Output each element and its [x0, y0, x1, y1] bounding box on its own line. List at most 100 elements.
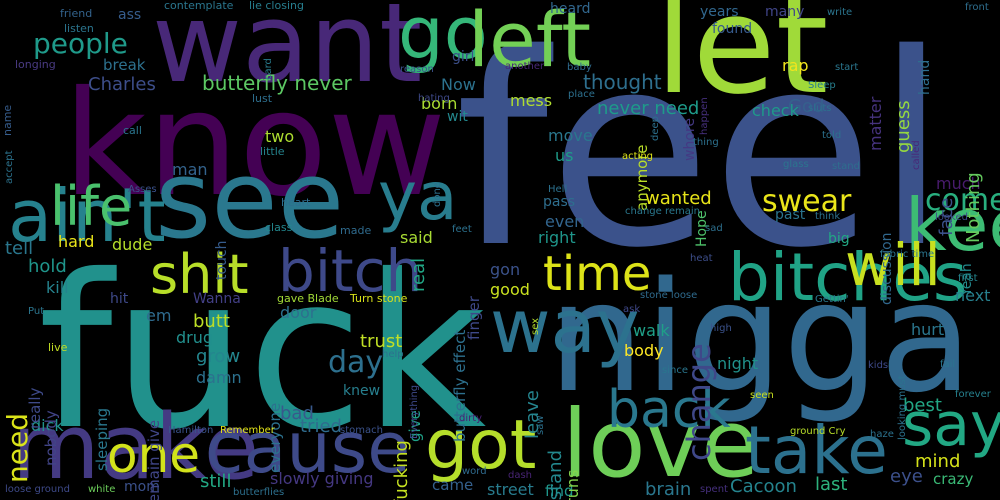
word-butterfly-never: butterfly never [202, 71, 352, 95]
word-still: still [200, 471, 232, 492]
word-past: past [775, 207, 806, 223]
word-make: make [12, 395, 260, 500]
word-thought: thought [583, 70, 662, 94]
word-drug: drug [176, 328, 214, 347]
word-remain-give: remain give [145, 419, 163, 500]
word-come: come [925, 183, 1000, 218]
word-looked: looked [935, 212, 968, 223]
word-acting: acting [622, 151, 654, 162]
word-best: best [903, 395, 942, 416]
word-everybody-runs: Everybody runs [563, 470, 582, 500]
word-first: first [958, 273, 978, 284]
word-real: real [408, 257, 429, 292]
word-wanted: wanted [645, 188, 712, 209]
word-place: place [568, 89, 595, 100]
word-right: right [538, 228, 576, 247]
word-shit: shit [150, 243, 249, 306]
word-much: much [936, 174, 981, 193]
word-knew: knew [343, 383, 381, 399]
word-found: found [712, 21, 753, 37]
word-nothing: Nothing [963, 172, 984, 243]
word-kids: kids [868, 360, 889, 371]
word-done: done [432, 182, 443, 207]
word-call: call [123, 124, 142, 137]
word-find: find [545, 482, 574, 500]
word-told: told [822, 130, 842, 141]
word-finger: finger [465, 296, 483, 340]
word-name: name [1, 104, 14, 136]
word-everyone: everyone [266, 402, 284, 473]
word-hating: hating [418, 93, 450, 104]
word-big: big [828, 231, 850, 247]
word-lie-closing: lie closing [249, 0, 304, 12]
word-body: body [624, 341, 664, 360]
word-friend: friend [60, 7, 93, 20]
word-everything: Everything [409, 384, 420, 439]
word-feet: feet [452, 224, 472, 235]
word-hamilton: Hamilton [168, 425, 214, 436]
word-gettin: Gettin' [815, 294, 849, 305]
word-em: em [146, 306, 172, 325]
word-gon: gon [490, 260, 521, 279]
word-god: God [788, 96, 825, 117]
word-ass: ass [118, 7, 142, 23]
word-dick: dick [31, 416, 64, 435]
word-ground-cry: ground Cry [790, 426, 846, 437]
word-help: help [382, 349, 404, 360]
word-ask: ask [623, 304, 641, 315]
word-glass: glass [783, 159, 809, 170]
word-us: us [555, 146, 574, 165]
word-word: word [462, 466, 487, 477]
word-dude: dude [112, 235, 153, 254]
word-sad: sad [705, 223, 723, 234]
word-keep: keep [905, 183, 1000, 267]
word-years: years [700, 4, 739, 20]
word-start: start [835, 62, 859, 73]
word-deep: deep [650, 116, 661, 141]
word-happen: happen [699, 97, 710, 135]
word-many: many [765, 4, 805, 20]
word-break: break [103, 56, 146, 74]
word-even: even [545, 212, 585, 231]
word-heat: heat [690, 253, 713, 264]
word-looking-must: looking must [897, 375, 908, 440]
word-crazy: crazy [933, 470, 974, 488]
word-loose-ground: loose ground [5, 484, 70, 495]
word-butterflies: butterflies [233, 487, 285, 498]
word-change-remain: change remain [625, 206, 701, 217]
word-listen: listen [64, 22, 94, 35]
word-fuck: fuck [38, 229, 487, 476]
word-ya: ya [378, 158, 458, 235]
word-high: high [710, 323, 732, 334]
word-discussion: discussion [879, 232, 895, 305]
word-wit: wit [447, 109, 468, 125]
word-kill: kill [46, 278, 69, 297]
word-sleep: Sleep [808, 80, 836, 91]
word-saw: saw [535, 415, 546, 435]
word-eye: eye [890, 466, 923, 487]
word-stand: stand [832, 161, 860, 172]
word-stone-loose: stone loose [640, 290, 698, 301]
word-tell: tell [5, 238, 34, 259]
word-bitch: bitch [278, 237, 423, 305]
word-lust: lust [252, 92, 273, 105]
word-bad: bad [280, 403, 314, 424]
word-sleeping: sleeping [93, 407, 111, 471]
word-love: love [562, 390, 760, 499]
word-move: move [548, 126, 593, 145]
word-see: see [155, 138, 345, 263]
word-charles: Charles [88, 74, 156, 95]
word-go: go [398, 0, 488, 75]
word-walk: walk [633, 321, 670, 340]
word-people: people [33, 27, 128, 60]
word-sluts: sluts [808, 103, 832, 114]
word-hit: hit [110, 291, 129, 307]
word-mess: mess [510, 91, 553, 110]
word-heard: heard [550, 1, 591, 17]
word-matter: matter [866, 96, 885, 151]
word-touch: touch [214, 240, 230, 281]
word-want: want [152, 0, 423, 107]
word-swear: swear [762, 184, 852, 219]
word-called: called [911, 140, 922, 170]
word-mind: mind [915, 451, 961, 472]
